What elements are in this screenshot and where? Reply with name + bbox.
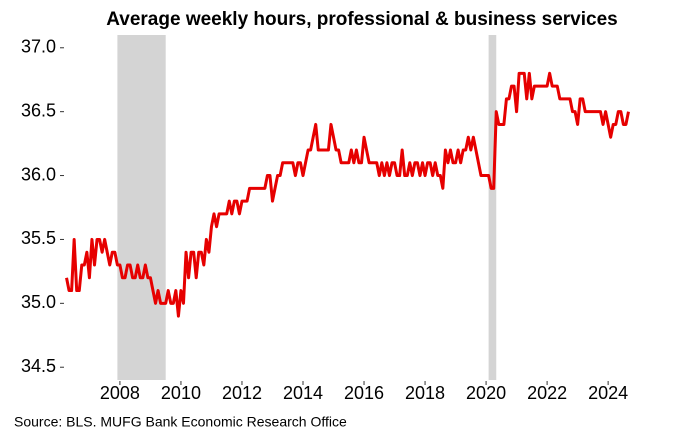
x-tick-label: 2012 [222,383,262,403]
x-tick-label: 2018 [405,383,445,403]
chart-title: Average weekly hours, professional & bus… [106,9,617,30]
x-tick-label: 2014 [283,383,323,403]
x-tick-label: 2010 [161,383,201,403]
source-note: Source: BLS. MUFG Bank Economic Research… [14,414,347,430]
x-tick-label: 2020 [466,383,506,403]
data-line [65,71,630,318]
y-tick-label: 36.5 [21,100,56,120]
y-tick-label: 37.0 [21,37,56,57]
x-tick-label: 2016 [344,383,384,403]
y-tick-label: 35.0 [21,292,56,312]
recession-band [117,35,166,380]
recession-band [488,35,497,380]
y-tick-label: 35.5 [21,228,56,248]
y-tick-label: 36.0 [21,164,56,184]
x-tick-label: 2024 [588,383,628,403]
x-tick-label: 2008 [100,383,140,403]
x-tick-label: 2022 [527,383,567,403]
y-tick-label: 34.5 [21,356,56,376]
